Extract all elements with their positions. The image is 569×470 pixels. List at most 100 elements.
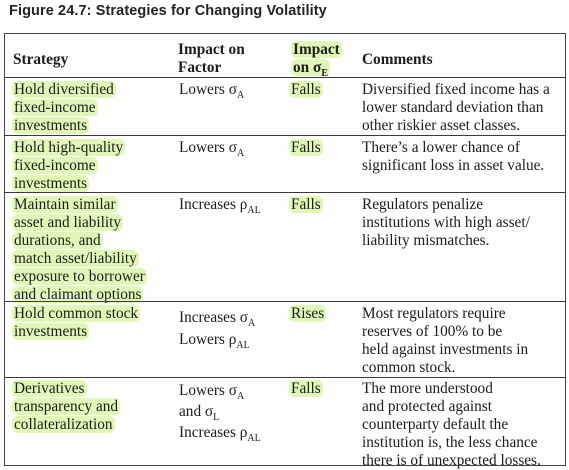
row-1-strategy: Hold diversified fixed-income investment…: [12, 81, 116, 135]
row-4-comments-line-2: reserves of 100% to be: [362, 323, 503, 340]
row-4-impact-factor-sub-2: AL: [236, 340, 250, 351]
row-3-strategy-text-4: match asset/liability: [12, 250, 139, 267]
row-5-impact-factor-sub-2: L: [213, 412, 220, 423]
row-4-divider: [5, 377, 565, 378]
row-4-impact-factor-text-2: Lowers ρ: [179, 331, 237, 348]
header-strategy: Strategy: [13, 51, 69, 68]
header-impact-e-symbol: on σE: [291, 59, 330, 79]
row-3-strategy-line-2: asset and liability: [12, 214, 147, 232]
row-4-comments-line-3: held against investments in: [362, 341, 529, 358]
row-2-impact-factor: Lowers σA: [179, 139, 245, 159]
row-5-impact-factor: Lowers σA and σL Increases ρAL: [179, 380, 261, 444]
row-1-impact-e: Falls: [289, 81, 323, 99]
row-1-comments: Diversified fixed income has a lower sta…: [362, 81, 550, 135]
row-4-impact-factor-line-2: Lowers ρAL: [179, 329, 255, 351]
row-2-strategy-line-3: investments: [12, 175, 125, 193]
row-4-strategy-text-2: investments: [12, 323, 90, 340]
row-4-impact-factor: Increases σA Lowers ρAL: [179, 307, 255, 351]
row-5-strategy-line-1: Derivatives: [12, 380, 120, 398]
row-2-comments-line-2: significant loss in asset value.: [362, 157, 545, 174]
row-2-strategy-text-2: fixed-income: [12, 157, 98, 174]
row-5-comments: The more understood and protected agains…: [362, 380, 541, 470]
row-2-strategy-text-3: investments: [12, 175, 90, 192]
row-4-impact-factor-sub-1: A: [247, 318, 256, 329]
row-3-strategy-line-5: exposure to borrower: [12, 268, 147, 286]
row-4-impact-e: Rises: [289, 305, 327, 323]
row-3-strategy-line-3: durations, and: [12, 232, 147, 250]
row-4-comments-line-1: Most regulators require: [362, 305, 506, 322]
header-impact-factor-line-1: Impact on: [178, 41, 245, 58]
header-impact-on-factor: Impact on Factor: [178, 41, 245, 77]
row-1-strategy-line-1: Hold diversified: [12, 81, 116, 99]
row-5-strategy-line-2: transparency and: [12, 398, 121, 416]
row-4-comments: Most regulators require reserves of 100%…: [362, 305, 528, 377]
row-2-impact-e: Falls: [289, 139, 323, 157]
row-3-strategy-text-1: Maintain similar: [12, 196, 118, 213]
row-2-strategy: Hold high-quality fixed-income investmen…: [12, 139, 126, 193]
row-3-comments: Regulators penalize institutions with hi…: [362, 196, 530, 250]
row-2-comments-line-1: There’s a lower chance of: [362, 139, 520, 156]
row-3-strategy-line-6: and claimant options: [12, 286, 147, 304]
row-2-impact-factor-line-1: Lowers σA: [179, 139, 245, 159]
row-1-strategy-line-3: investments: [12, 117, 116, 135]
header-impact-e-line-2: on σE: [291, 59, 342, 79]
row-3-impact-factor-text-1: Increases ρ: [179, 196, 248, 213]
row-5-comments-line-3: counterparty default the: [362, 416, 509, 433]
row-3-strategy-text-3: durations, and: [12, 232, 103, 249]
figure-title: Figure 24.7: Strategies for Changing Vol…: [9, 3, 327, 19]
row-3-comments-line-2: institutions with high asset/: [362, 214, 530, 231]
row-3-strategy: Maintain similar asset and liability dur…: [12, 196, 147, 304]
row-1-comments-line-1: Diversified fixed income has a: [362, 81, 550, 98]
row-2-comments: There’s a lower chance of significant lo…: [362, 139, 544, 175]
row-3-impact-factor-line-1: Increases ρAL: [179, 196, 261, 216]
row-5-impact-e: Falls: [289, 380, 323, 398]
row-1-divider: [5, 135, 565, 136]
row-4-strategy-text-1: Hold common stock: [12, 305, 141, 322]
row-5-impact-factor-line-3: Increases ρAL: [179, 422, 261, 444]
row-2-divider: [5, 192, 565, 193]
strategies-table: Strategy Impact on Factor Impact on σE C…: [4, 33, 566, 469]
header-impact-factor-line-2: Factor: [178, 59, 222, 76]
row-1-comments-line-3: other riskier asset classes.: [362, 117, 521, 134]
row-3-strategy-text-2: asset and liability: [12, 214, 124, 231]
row-3-strategy-text-5: exposure to borrower: [12, 268, 147, 285]
row-5-comments-line-4: institution is, the less chance: [362, 434, 538, 451]
row-2-impact-factor-sub-1: A: [236, 148, 245, 159]
row-2-impact-e-text: Falls: [289, 139, 323, 156]
row-3-impact-factor: Increases ρAL: [179, 196, 261, 216]
row-5-strategy-text-2: transparency and: [12, 398, 121, 415]
header-impact-e-subscript: E: [321, 68, 328, 79]
header-impact-e-sigma: on σ: [293, 59, 322, 76]
row-2-strategy-line-2: fixed-income: [12, 157, 125, 175]
row-5-impact-factor-sub-1: A: [236, 391, 245, 402]
row-5-comments-line-1: The more understood: [362, 380, 493, 397]
header-divider: [5, 77, 565, 78]
row-5-impact-factor-line-2: and σL: [179, 401, 261, 423]
row-3-impact-e-text: Falls: [289, 196, 323, 213]
row-1-impact-factor-text-1: Lowers σ: [179, 81, 237, 98]
row-1-impact-e-text: Falls: [289, 81, 323, 98]
header-impact-on-sigma-e: Impact on σE: [291, 41, 342, 79]
header-impact-e-word: Impact: [291, 41, 342, 58]
row-2-strategy-line-1: Hold high-quality: [12, 139, 126, 157]
header-impact-e-line-1: Impact: [291, 41, 342, 59]
row-4-impact-factor-text-1: Increases σ: [179, 309, 248, 326]
row-5-comments-line-2: and protected against: [362, 398, 492, 415]
row-3-comments-line-1: Regulators penalize: [362, 196, 484, 213]
row-5-impact-factor-text-3: Increases ρ: [179, 424, 248, 441]
row-2-strategy-text-1: Hold high-quality: [12, 139, 126, 156]
row-5-impact-factor-sub-3: AL: [247, 433, 261, 444]
row-4-impact-factor-line-1: Increases σA: [179, 307, 255, 329]
row-3-strategy-line-1: Maintain similar: [12, 196, 147, 214]
row-4-impact-e-text: Rises: [289, 305, 327, 322]
row-4-strategy-line-1: Hold common stock: [12, 305, 141, 323]
row-1-strategy-line-2: fixed-income: [12, 99, 116, 117]
row-1-strategy-text-1: Hold diversified: [12, 81, 116, 98]
row-5-strategy-text-3: collateralization: [12, 416, 115, 433]
row-1-impact-factor: Lowers σA: [179, 81, 244, 101]
row-5-impact-factor-line-1: Lowers σA: [179, 380, 261, 402]
row-3-divider: [5, 301, 565, 302]
row-4-strategy: Hold common stock investments: [12, 305, 141, 341]
row-5-impact-e-text: Falls: [289, 380, 323, 397]
row-3-impact-factor-sub-1: AL: [247, 205, 261, 216]
